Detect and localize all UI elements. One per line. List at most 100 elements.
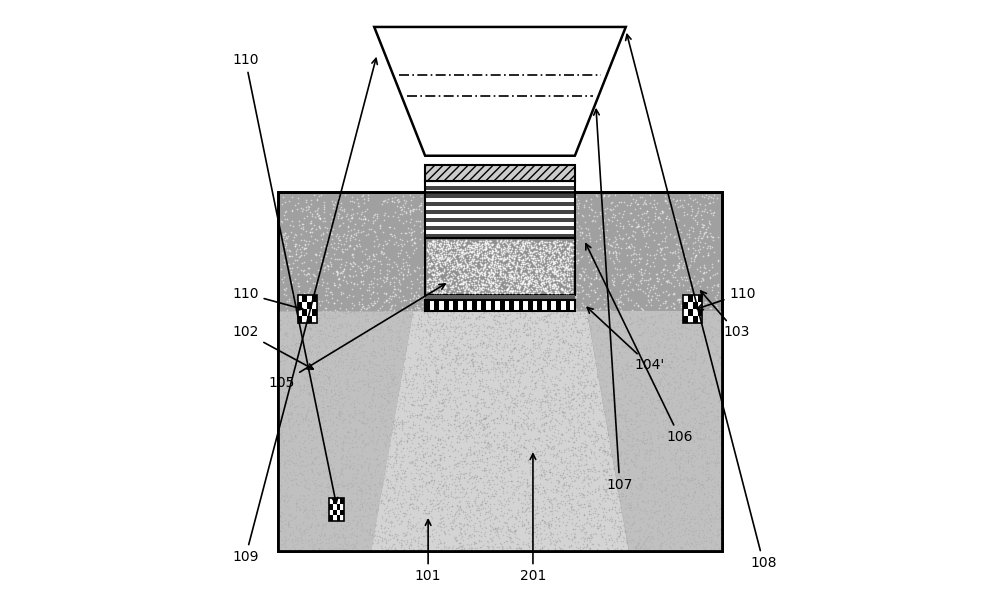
Point [573, 345, 589, 355]
Point [532, 512, 548, 522]
Point [649, 391, 665, 401]
Point [338, 237, 354, 246]
Point [467, 312, 483, 322]
Point [537, 443, 553, 452]
Point [569, 476, 585, 486]
Point [412, 344, 428, 353]
Point [488, 253, 504, 262]
Point [528, 405, 544, 415]
Point [527, 512, 543, 522]
Point [341, 455, 357, 464]
Point [686, 504, 702, 514]
Point [529, 473, 545, 483]
Point [320, 261, 336, 271]
Point [388, 308, 404, 318]
Point [582, 501, 598, 510]
Point [417, 404, 433, 413]
Point [450, 527, 466, 537]
Point [555, 276, 571, 285]
Point [436, 265, 452, 275]
Point [468, 276, 484, 285]
Point [601, 395, 617, 404]
Point [502, 332, 518, 342]
Point [682, 274, 698, 284]
Point [552, 310, 568, 320]
Point [567, 529, 583, 539]
Point [366, 386, 382, 395]
Point [453, 252, 469, 262]
Point [391, 293, 407, 302]
Point [343, 495, 359, 505]
Point [400, 452, 416, 461]
Point [372, 494, 388, 503]
Point [422, 434, 438, 444]
Point [579, 486, 595, 496]
Point [292, 350, 308, 359]
Point [612, 530, 628, 540]
Point [591, 488, 607, 497]
Point [546, 282, 562, 292]
Point [484, 388, 500, 398]
Point [610, 412, 626, 421]
Point [497, 257, 513, 267]
Point [524, 367, 540, 376]
Point [549, 271, 565, 280]
Point [439, 340, 455, 349]
Point [359, 526, 375, 536]
Point [647, 496, 663, 506]
Point [557, 217, 573, 226]
Point [326, 325, 342, 334]
Point [343, 382, 359, 391]
Point [609, 340, 625, 350]
Point [413, 322, 429, 331]
Point [551, 503, 567, 513]
Point [666, 388, 682, 398]
Point [439, 255, 455, 264]
Point [528, 368, 544, 377]
Point [579, 464, 595, 473]
Point [671, 259, 687, 268]
Point [525, 288, 541, 298]
Point [569, 426, 585, 436]
Point [467, 231, 483, 241]
Point [505, 316, 521, 325]
Point [459, 338, 475, 347]
Point [539, 310, 555, 320]
Point [496, 501, 512, 511]
Point [317, 519, 333, 528]
Point [334, 381, 350, 391]
Point [499, 380, 515, 389]
Point [552, 358, 568, 367]
Point [459, 260, 475, 270]
Point [698, 464, 714, 474]
Point [516, 401, 532, 411]
Point [327, 337, 343, 347]
Point [616, 467, 632, 477]
Point [624, 429, 640, 438]
Point [397, 467, 413, 476]
Point [686, 461, 702, 471]
Point [394, 418, 410, 428]
Point [596, 465, 612, 475]
Point [405, 522, 421, 532]
Point [649, 198, 665, 207]
Point [649, 417, 665, 426]
Point [419, 412, 435, 421]
Point [450, 260, 466, 270]
Point [281, 351, 297, 361]
Point [363, 298, 379, 307]
Point [626, 318, 642, 328]
Point [484, 468, 500, 478]
Point [314, 235, 330, 244]
Point [372, 350, 388, 359]
Point [645, 397, 661, 407]
Point [705, 328, 721, 337]
Point [605, 412, 621, 421]
Point [651, 395, 667, 405]
Point [442, 218, 458, 228]
Point [538, 457, 554, 467]
Point [608, 234, 624, 244]
Point [462, 464, 478, 473]
Point [445, 240, 461, 249]
Point [629, 455, 645, 465]
